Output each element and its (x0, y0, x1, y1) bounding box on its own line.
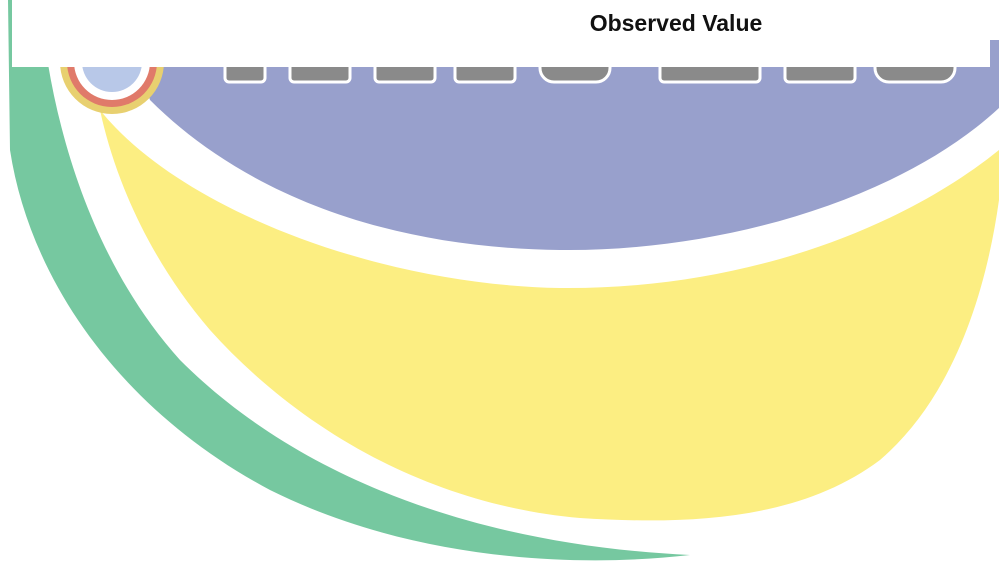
header-bar: Observed Value (12, 0, 990, 67)
yellow-shape (100, 110, 999, 521)
purple-shape (130, 40, 999, 251)
header-title: Observed Value (589, 10, 763, 36)
green-shape (8, 0, 690, 561)
